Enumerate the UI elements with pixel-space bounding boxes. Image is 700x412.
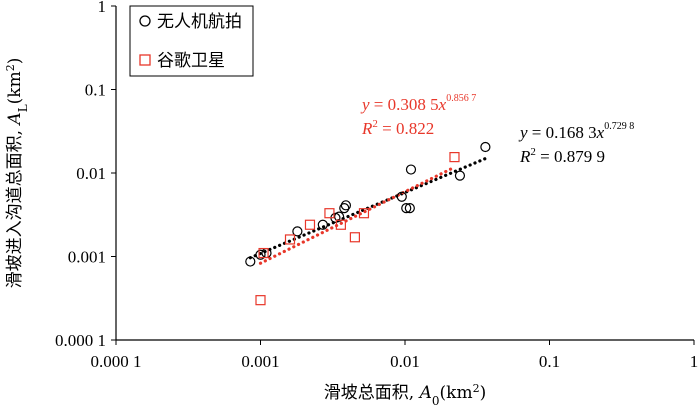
y-tick-label: 0.001	[68, 248, 106, 267]
legend: 无人机航拍 谷歌卫星	[129, 5, 254, 77]
data-point-uav	[405, 164, 417, 175]
data-point-google	[304, 219, 316, 230]
uav-fit-equation: y = 0.168 3x0.729 8	[518, 121, 634, 142]
x-axis-title: 滑坡总面积, A0(km2)	[324, 382, 486, 409]
y-tick-label: 0.01	[76, 164, 106, 183]
x-tick-label: 1	[690, 352, 699, 371]
data-point-uav	[292, 226, 303, 237]
data-point-uav	[396, 191, 407, 202]
data-point-uav	[339, 202, 350, 214]
data-point-uav	[261, 247, 272, 259]
google-fit-equation: y = 0.308 5x0.856 7	[360, 93, 476, 114]
data-point-google	[258, 247, 269, 259]
legend-circle-marker	[139, 15, 151, 27]
x-tick-label: 0.000 1	[91, 352, 142, 371]
data-point-uav	[404, 202, 415, 214]
legend-label-google: 谷歌卫星	[157, 51, 225, 71]
y-tick-label: 0.000 1	[55, 331, 106, 350]
data-point-uav	[245, 256, 256, 267]
fit-line-google	[258, 165, 457, 265]
data-point-uav	[401, 202, 412, 214]
data-point-google	[349, 232, 360, 243]
uav-fit-r2: R2 = 0.879 9	[519, 146, 605, 166]
data-point-uav	[480, 141, 491, 153]
x-tick-label: 0.01	[390, 352, 420, 371]
data-point-uav	[334, 211, 345, 222]
data-point-uav	[454, 170, 466, 181]
data-point-uav	[340, 200, 352, 211]
legend-square-marker	[139, 54, 151, 66]
data-point-google	[335, 219, 346, 230]
data-point-google	[449, 152, 460, 163]
y-axis-title: 滑坡进入沟道总面积, AL(km2)	[4, 58, 31, 289]
google-fit-r2: R2 = 0.822	[361, 118, 434, 138]
legend-label-uav: 无人机航拍	[157, 12, 242, 32]
data-point-uav	[255, 249, 266, 260]
data-point-google	[284, 234, 296, 245]
data-point-uav	[317, 219, 328, 230]
x-tick-label: 0.1	[539, 352, 560, 371]
x-tick-label: 0.001	[241, 352, 279, 371]
data-point-google	[324, 208, 335, 219]
y-tick-label: 1	[98, 0, 107, 16]
y-tick-label: 0.1	[85, 81, 106, 100]
data-point-google	[358, 208, 370, 219]
data-point-google	[255, 295, 266, 306]
